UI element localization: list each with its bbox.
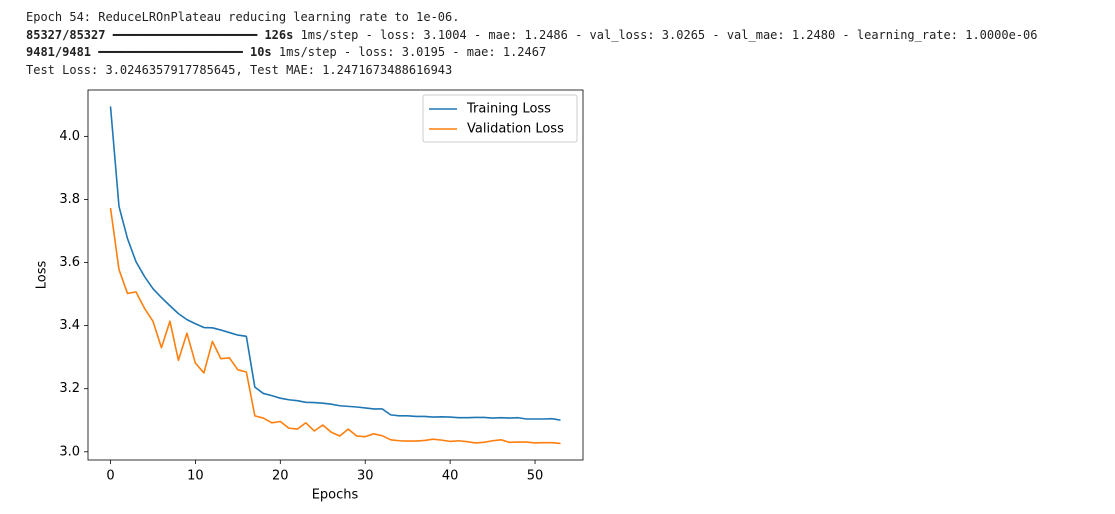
console-line: Epoch 54: ReduceLROnPlateau reducing lea… — [26, 9, 1037, 27]
y-tick-label: 3.0 — [59, 444, 80, 459]
y-tick-label: 4.0 — [59, 129, 80, 144]
x-tick-label: 10 — [187, 469, 204, 484]
console-text: 9481/9481 — [26, 45, 92, 60]
x-tick-label: 20 — [272, 469, 289, 484]
x-axis-label: Epochs — [312, 488, 359, 503]
y-tick-label: 3.4 — [59, 318, 80, 333]
legend-box — [422, 94, 578, 143]
console-text: 1ms/step - loss: 3.0195 - mae: 1.2467 — [271, 45, 547, 60]
line-series — [109, 207, 561, 445]
x-tick-label: 40 — [442, 469, 459, 484]
y-tick-label: 3.8 — [59, 192, 80, 207]
legend: Training Loss Validation Loss — [422, 94, 578, 143]
console-text: 10s — [249, 45, 272, 60]
line-series — [109, 106, 561, 421]
console-text: 85327/85327 — [26, 27, 106, 42]
plot-frame — [87, 89, 584, 461]
console-text: ━━━━━━━━━━━━━━━━━━━━ — [105, 27, 265, 42]
x-tick-label: 30 — [357, 469, 374, 484]
legend-label: Validation Loss — [467, 122, 564, 137]
console-text: ━━━━━━━━━━━━━━━━━━━━ — [91, 45, 250, 60]
console-text: 1ms/step - loss: 3.1004 - mae: 1.2486 - … — [293, 27, 1038, 42]
x-tick-label: 50 — [527, 469, 544, 484]
legend-label: Training Loss — [466, 102, 551, 117]
console-text: 126s — [264, 27, 294, 42]
console-line: 9481/9481 ━━━━━━━━━━━━━━━━━━━━ 10s 1ms/s… — [26, 44, 1037, 62]
x-tick-label: 0 — [106, 469, 114, 484]
console-line: 85327/85327 ━━━━━━━━━━━━━━━━━━━━ 126s 1m… — [26, 27, 1037, 45]
y-axis-label: Loss — [35, 261, 50, 290]
console-output: Epoch 54: ReduceLROnPlateau reducing lea… — [26, 9, 1037, 80]
y-tick-label: 3.6 — [59, 255, 80, 270]
console-text: Test Loss: 3.0246357917785645, Test MAE:… — [26, 63, 453, 78]
y-tick-label: 3.2 — [59, 381, 80, 396]
console-line: Test Loss: 3.0246357917785645, Test MAE:… — [26, 62, 1037, 80]
console-text: Epoch 54: ReduceLROnPlateau reducing lea… — [26, 10, 460, 24]
